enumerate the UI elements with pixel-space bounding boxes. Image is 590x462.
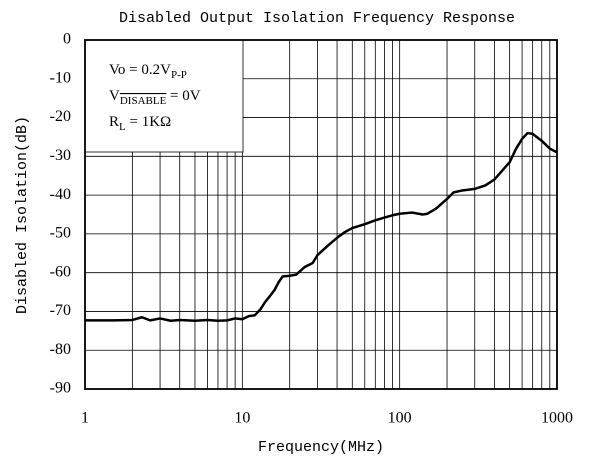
x-tick-label: 10 — [234, 410, 250, 427]
y-tick-label: 0 — [63, 31, 71, 48]
y-tick-label: -90 — [50, 380, 71, 397]
y-tick-label: -10 — [50, 69, 71, 86]
y-tick-label: -20 — [50, 108, 71, 125]
y-tick-label: -80 — [50, 341, 71, 358]
annotation-text: Vo = 0.2V — [109, 62, 171, 78]
annotation-subscript: L — [119, 121, 126, 133]
y-tick-label: -50 — [50, 225, 71, 242]
annotation: Vo = 0.2VP-P — [109, 62, 187, 80]
annotation: RL = 1KΩ — [109, 114, 171, 132]
y-tick-label: -30 — [50, 147, 71, 164]
annotation-text: = 1KΩ — [126, 114, 171, 130]
annotation-text: = 0V — [166, 88, 200, 104]
x-axis-label: Frequency(MHz) — [258, 439, 384, 456]
x-tick-label: 100 — [388, 410, 412, 427]
annotation-subscript: P-P — [171, 69, 187, 81]
y-axis-label: Disabled Isolation(dB) — [14, 116, 31, 314]
annotation-text: R — [109, 114, 119, 130]
data-line — [85, 131, 558, 322]
annotation-box — [84, 39, 244, 153]
annotation-text: V — [109, 88, 120, 104]
x-tick-label: 1000 — [541, 410, 573, 427]
y-tick-label: -70 — [50, 302, 71, 319]
y-tick-label: -40 — [50, 186, 71, 203]
annotation-subscript: DISABLE — [120, 95, 167, 107]
annotation: VDISABLE = 0V — [109, 88, 201, 106]
chart-title: Disabled Output Isolation Frequency Resp… — [119, 10, 515, 27]
plot-frame — [84, 39, 558, 390]
x-tick-label: 1 — [81, 410, 89, 427]
y-tick-label: -60 — [50, 263, 71, 280]
